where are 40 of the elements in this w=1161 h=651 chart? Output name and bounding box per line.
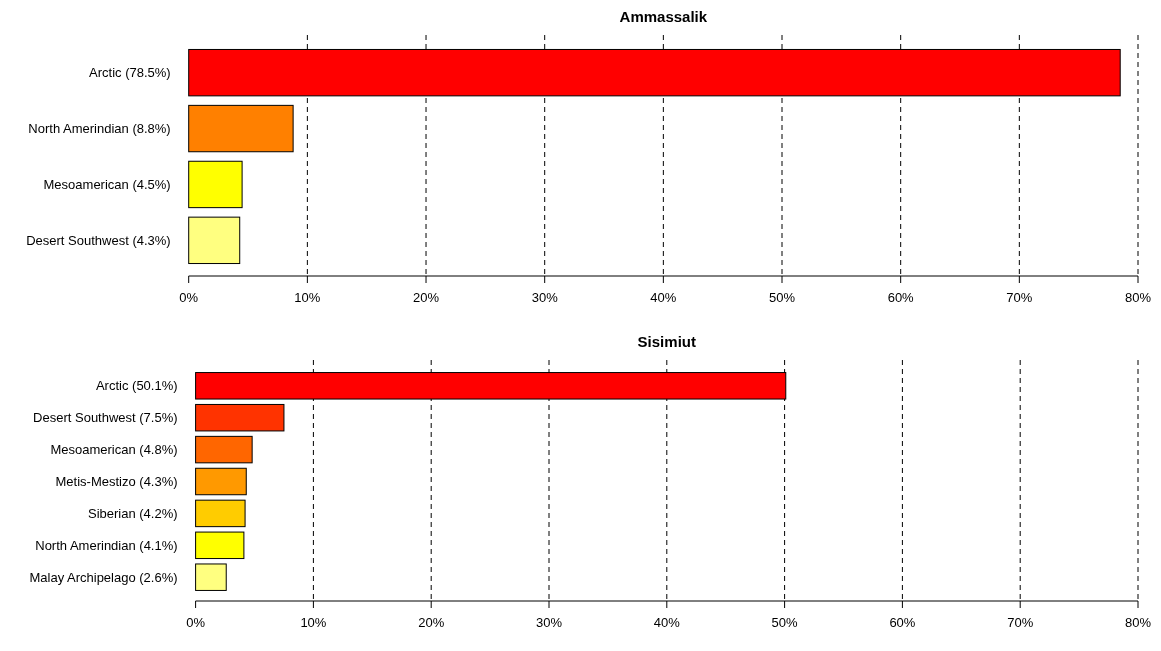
bar bbox=[195, 531, 245, 560]
y-tick-label: Siberian (4.2%) bbox=[87, 505, 178, 521]
bar bbox=[195, 435, 253, 464]
bar bbox=[195, 403, 285, 432]
y-tick-label: North Amerindian (4.1%) bbox=[35, 537, 178, 553]
bar bbox=[188, 104, 294, 153]
y-tick-label: Mesoamerican (4.5%) bbox=[43, 176, 171, 192]
bar bbox=[188, 216, 241, 265]
x-tick-label: 50% bbox=[769, 290, 796, 305]
x-tick-label: 70% bbox=[1006, 290, 1033, 305]
bar bbox=[195, 499, 246, 528]
y-tick-label: Desert Southwest (4.3%) bbox=[26, 232, 171, 248]
y-tick-label: Metis-Mestizo (4.3%) bbox=[55, 474, 178, 490]
x-tick-label: 50% bbox=[771, 615, 799, 630]
x-tick-label: 30% bbox=[535, 615, 563, 630]
x-tick-label: 80% bbox=[1124, 615, 1152, 630]
bar bbox=[188, 160, 243, 209]
y-tick-label: Malay Archipelago (2.6%) bbox=[29, 569, 178, 585]
chart-title: Sisimiut bbox=[637, 333, 696, 350]
x-tick-label: 60% bbox=[887, 290, 915, 305]
x-tick-label: 60% bbox=[889, 615, 916, 630]
x-tick-label: 0% bbox=[186, 615, 206, 630]
x-tick-label: 40% bbox=[650, 290, 677, 305]
y-tick-label: Desert Southwest (7.5%) bbox=[33, 410, 178, 426]
bar bbox=[195, 563, 227, 591]
y-tick-label: North Amerindian (8.8%) bbox=[28, 121, 171, 137]
x-tick-label: 20% bbox=[418, 615, 445, 630]
y-tick-label: Arctic (50.1%) bbox=[95, 378, 178, 394]
x-tick-label: 20% bbox=[413, 290, 440, 305]
x-tick-label: 10% bbox=[300, 615, 327, 630]
bar bbox=[195, 467, 247, 496]
y-tick-label: Arctic (78.5%) bbox=[89, 65, 171, 81]
y-tick-label: Mesoamerican (4.8%) bbox=[50, 442, 178, 458]
chart-title: Ammassalik bbox=[619, 8, 708, 25]
x-tick-label: 70% bbox=[1007, 615, 1034, 630]
x-tick-label: 40% bbox=[653, 615, 681, 630]
x-tick-label: 0% bbox=[179, 290, 199, 305]
x-tick-label: 30% bbox=[531, 290, 559, 305]
x-tick-label: 10% bbox=[294, 290, 321, 305]
x-tick-label: 80% bbox=[1124, 290, 1152, 305]
